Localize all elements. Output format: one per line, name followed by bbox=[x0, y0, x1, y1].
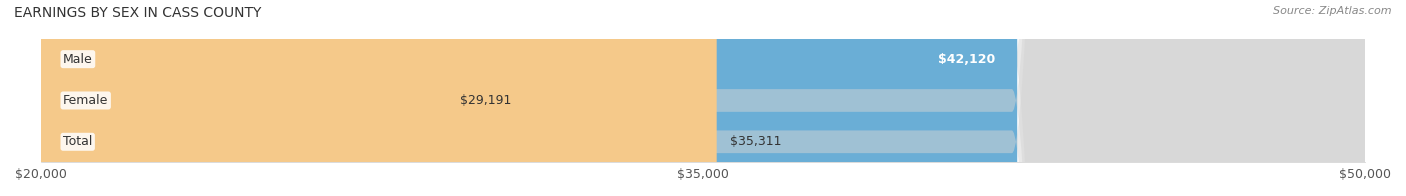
Text: $29,191: $29,191 bbox=[460, 94, 512, 107]
Text: Female: Female bbox=[63, 94, 108, 107]
FancyBboxPatch shape bbox=[41, 0, 1017, 196]
FancyBboxPatch shape bbox=[41, 0, 1365, 196]
FancyBboxPatch shape bbox=[41, 0, 717, 196]
Text: $42,120: $42,120 bbox=[938, 53, 995, 66]
FancyBboxPatch shape bbox=[41, 0, 1365, 196]
Text: Male: Male bbox=[63, 53, 93, 66]
Text: Total: Total bbox=[63, 135, 93, 148]
FancyBboxPatch shape bbox=[41, 0, 1365, 196]
Text: EARNINGS BY SEX IN CASS COUNTY: EARNINGS BY SEX IN CASS COUNTY bbox=[14, 6, 262, 20]
Text: $35,311: $35,311 bbox=[730, 135, 782, 148]
FancyBboxPatch shape bbox=[41, 0, 447, 196]
Text: Source: ZipAtlas.com: Source: ZipAtlas.com bbox=[1274, 6, 1392, 16]
